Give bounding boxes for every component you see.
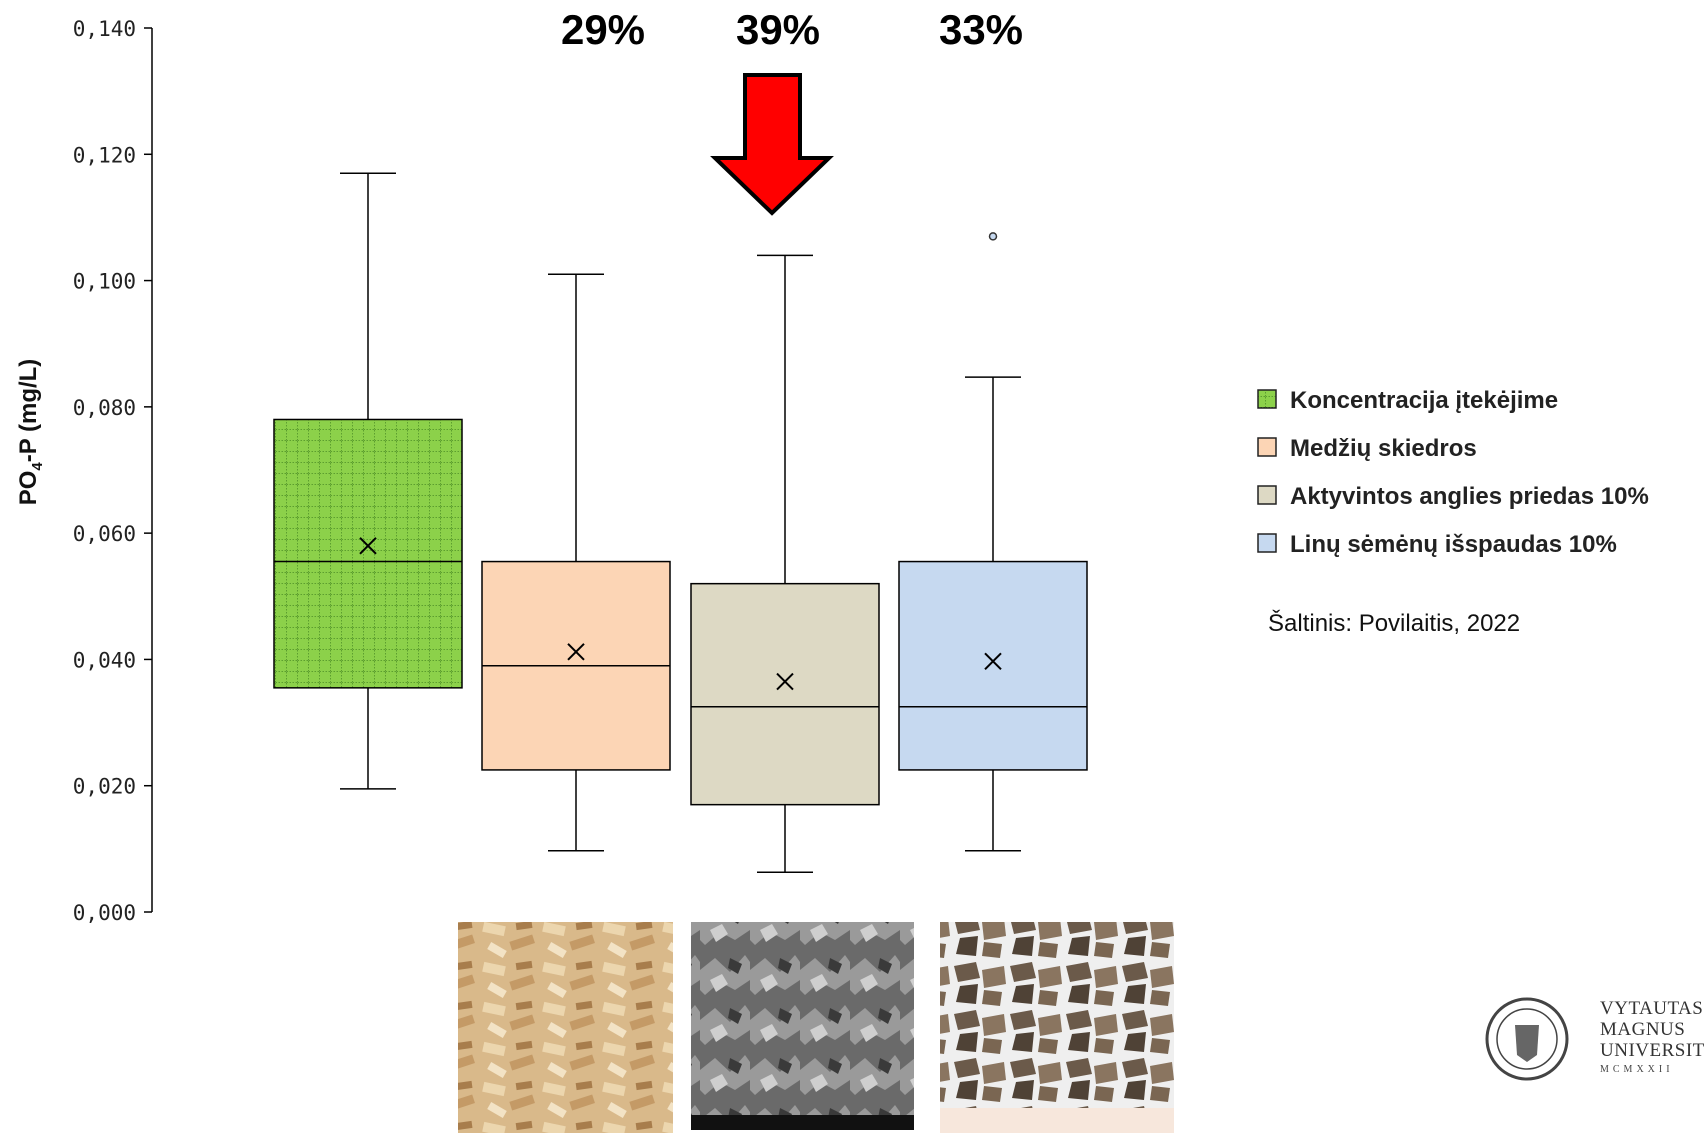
legend-label: Medžių skiedros (1290, 435, 1477, 462)
box-series-1 (273, 172, 463, 790)
box-series-4 (898, 232, 1088, 852)
iqr-box (898, 560, 1088, 771)
y-axis-title: PO4-P (mg/L) (15, 359, 46, 506)
mean-marker-icon (776, 672, 794, 691)
y-axis: 0,000 0,020 0,040 0,060 0,080 0,100 0,120 0,140 (73, 17, 153, 925)
legend-item-4: Linų sėmėnų išspaudas 10% (1257, 531, 1617, 558)
y-tick-label: 0,060 (73, 522, 136, 546)
y-tick-label: 0,040 (73, 648, 136, 672)
legend-item-2: Medžių skiedros (1257, 435, 1477, 462)
box-series-group (273, 172, 1088, 873)
highlight-arrow-icon (710, 73, 834, 216)
reduction-label-2: 39% (736, 6, 820, 53)
y-tick-label: 0,120 (73, 143, 136, 167)
y-tick-label: 0,000 (73, 901, 136, 925)
outlier-point (988, 232, 998, 241)
logo-line-1: VYTAUTAS (1600, 998, 1703, 1019)
source-citation: Šaltinis: Povilaitis, 2022 (1268, 609, 1520, 637)
mean-marker-icon (984, 652, 1002, 671)
y-tick-label: 0,080 (73, 396, 136, 420)
legend-swatch (1257, 533, 1277, 553)
logo-year: MCMXXII (1600, 1064, 1674, 1075)
reduction-labels: 29% 39% 33% (561, 6, 1023, 53)
reduction-label-3: 33% (939, 6, 1023, 53)
activated-carbon-sem-photo (691, 922, 914, 1130)
box-series-3 (690, 254, 880, 873)
legend: Koncentracija įtekėjime Medžių skiedros Ak… (1257, 387, 1649, 558)
y-tick-label: 0,140 (73, 17, 136, 41)
mean-marker-icon (567, 643, 585, 661)
legend-item-3: Aktyvintos anglies priedas 10% (1257, 483, 1649, 510)
logo-line-3: UNIVERSITY (1600, 1040, 1704, 1061)
university-logo: VYTAUTAS MAGNUS UNIVERSITY MCMXXII (1485, 997, 1704, 1081)
iqr-box (690, 582, 880, 806)
legend-swatch (1257, 437, 1277, 457)
wood-chips-photo (458, 922, 673, 1133)
legend-swatch (1257, 485, 1277, 505)
material-photos (458, 922, 1174, 1133)
mean-marker-icon (359, 537, 377, 555)
y-tick-label: 0,020 (73, 775, 136, 799)
legend-label: Koncentracija įtekėjime (1290, 387, 1558, 414)
legend-label: Aktyvintos anglies priedas 10% (1290, 483, 1649, 510)
iqr-box (273, 418, 463, 689)
legend-item-1: Koncentracija įtekėjime (1257, 387, 1558, 414)
legend-swatch (1257, 389, 1277, 409)
legend-label: Linų sėmėnų išspaudas 10% (1290, 531, 1617, 558)
logo-line-2: MAGNUS (1600, 1019, 1685, 1040)
box-series-2 (481, 273, 671, 852)
flaxseed-cake-photo (940, 922, 1174, 1133)
reduction-label-1: 29% (561, 6, 645, 53)
y-tick-label: 0,100 (73, 270, 136, 294)
